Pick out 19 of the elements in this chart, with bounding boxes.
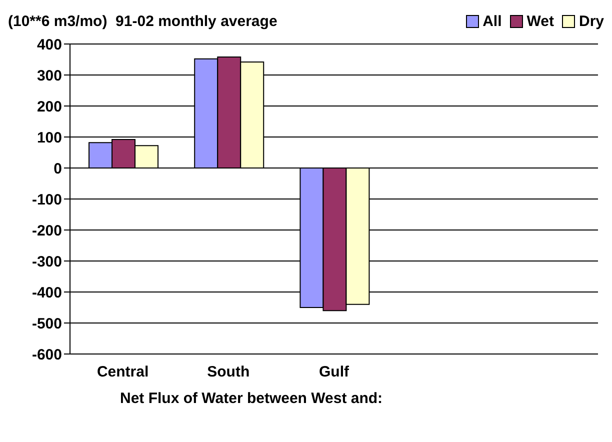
y-tick-label: -100	[32, 191, 62, 208]
y-tick-label: 300	[36, 67, 62, 84]
x-tick-label: Gulf	[319, 364, 350, 381]
y-tick-label: 400	[36, 36, 62, 54]
x-tick-label: Central	[96, 364, 149, 381]
y-tick-label: -600	[32, 346, 62, 364]
y-tick-label: -200	[32, 222, 62, 240]
y-tick-label: 100	[36, 129, 62, 146]
y-tick-label: 200	[36, 98, 62, 116]
legend-label: All	[482, 12, 502, 30]
chart-title: (10**6 m3/mo) 91-02 monthly average	[8, 12, 278, 30]
y-tick-label: -300	[32, 253, 62, 270]
x-tick-label: South	[207, 364, 250, 381]
legend-label: Wet	[526, 12, 554, 30]
y-tick-label: -500	[32, 315, 62, 332]
y-tick-label: 0	[54, 160, 62, 178]
legend-label: Dry	[578, 12, 604, 30]
y-tick-label: -400	[32, 284, 62, 302]
x-axis-title: Net Flux of Water between West and:	[120, 390, 384, 407]
